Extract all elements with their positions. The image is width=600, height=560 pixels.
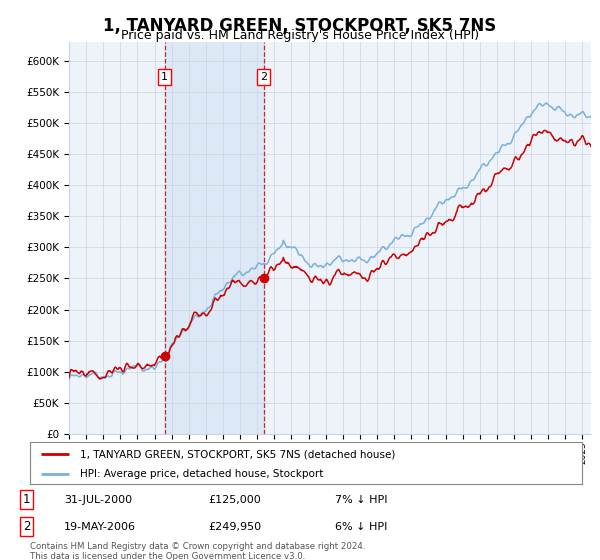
Text: 6% ↓ HPI: 6% ↓ HPI xyxy=(335,521,387,531)
Text: 2: 2 xyxy=(260,72,268,82)
Text: HPI: Average price, detached house, Stockport: HPI: Average price, detached house, Stoc… xyxy=(80,469,323,479)
Text: 1: 1 xyxy=(23,493,30,506)
Text: 7% ↓ HPI: 7% ↓ HPI xyxy=(335,495,387,505)
Text: 2: 2 xyxy=(23,520,30,533)
Text: 31-JUL-2000: 31-JUL-2000 xyxy=(64,495,132,505)
Bar xyxy=(164,42,264,434)
Text: 1, TANYARD GREEN, STOCKPORT, SK5 7NS (detached house): 1, TANYARD GREEN, STOCKPORT, SK5 7NS (de… xyxy=(80,449,395,459)
Text: £249,950: £249,950 xyxy=(208,521,261,531)
Text: Contains HM Land Registry data © Crown copyright and database right 2024.
This d: Contains HM Land Registry data © Crown c… xyxy=(30,542,365,560)
Text: Price paid vs. HM Land Registry's House Price Index (HPI): Price paid vs. HM Land Registry's House … xyxy=(121,29,479,42)
Text: 1: 1 xyxy=(161,72,168,82)
Text: 1, TANYARD GREEN, STOCKPORT, SK5 7NS: 1, TANYARD GREEN, STOCKPORT, SK5 7NS xyxy=(103,17,497,35)
Text: £125,000: £125,000 xyxy=(208,495,260,505)
Text: 19-MAY-2006: 19-MAY-2006 xyxy=(64,521,136,531)
